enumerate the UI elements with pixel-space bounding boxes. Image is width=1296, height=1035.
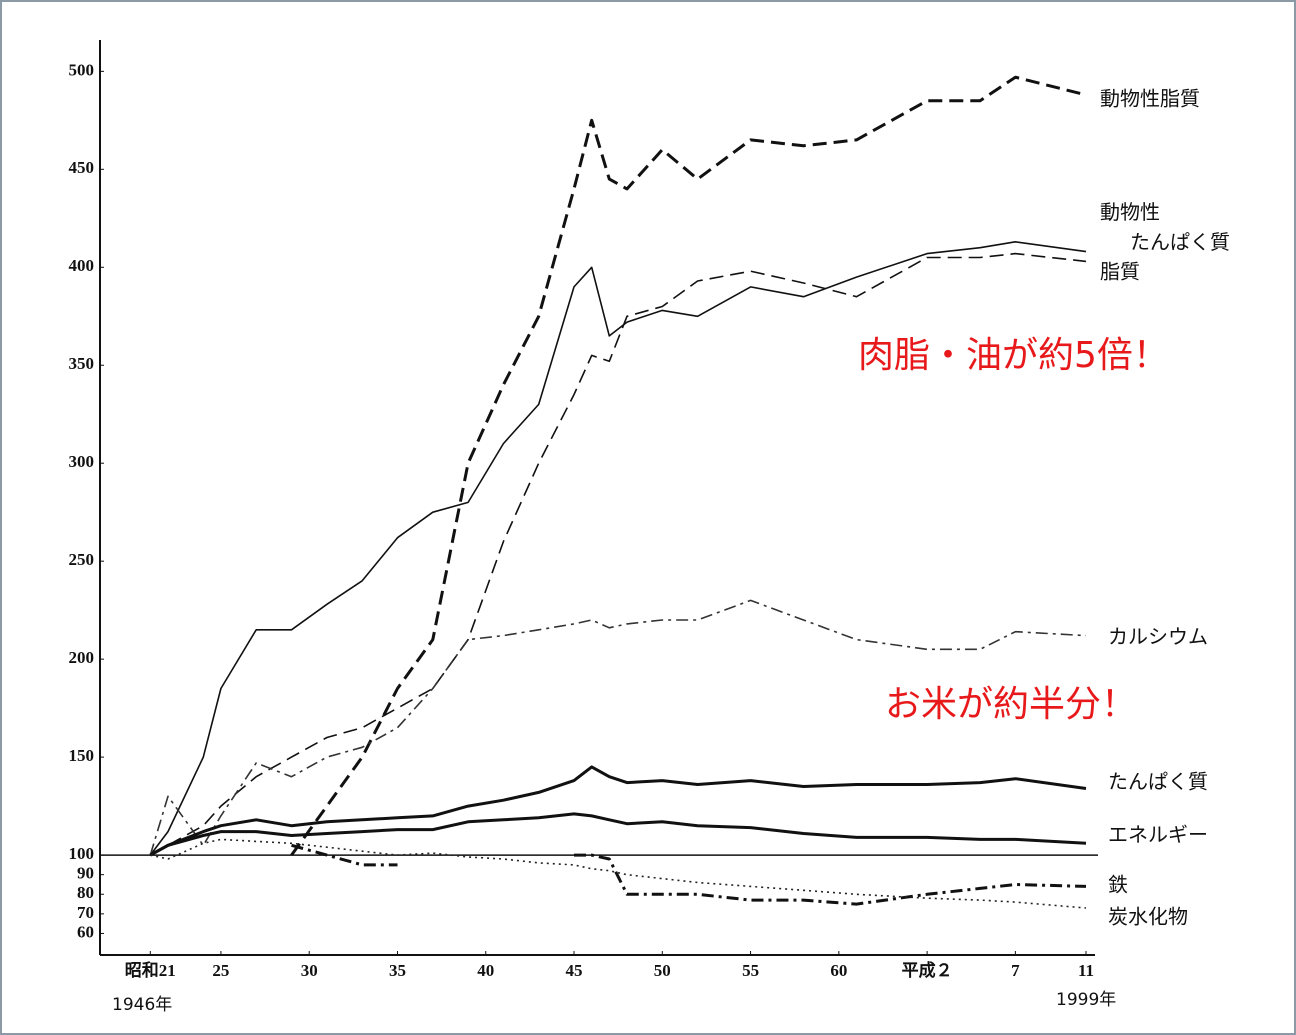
series-line [149, 812, 1087, 857]
series-line [290, 75, 1087, 856]
x-note: 1999年 [1056, 990, 1116, 1010]
annotation: お米が約半分！ [885, 684, 1137, 725]
series-line [149, 765, 1087, 857]
x-tick-label: 25 [212, 961, 229, 980]
x-tick-label: 平成２ [902, 960, 953, 980]
legend-label: 炭水化物 [1108, 905, 1188, 929]
y-tick-label: 100 [69, 844, 95, 863]
x-tick-label: 50 [654, 961, 671, 980]
y-tick-label: 60 [77, 922, 94, 941]
y-tick-label: 90 [77, 864, 94, 883]
series-line [149, 252, 1087, 856]
series-line [149, 241, 1087, 856]
y-tick-label: 350 [69, 354, 95, 373]
series-line [149, 599, 1087, 856]
y-tick-label: 500 [69, 60, 95, 79]
x-tick-label: 昭和21 [125, 961, 176, 980]
y-tick-label: 400 [69, 256, 95, 275]
y-tick-label: 250 [69, 550, 95, 569]
x-tick-label: 30 [301, 961, 318, 980]
y-tick-label: 70 [77, 903, 94, 922]
legend-label: エネルギー [1108, 823, 1208, 847]
y-tick-label: 450 [69, 158, 95, 177]
x-tick-label: 11 [1078, 961, 1094, 980]
y-tick-label: 200 [69, 648, 95, 667]
y-tick-label: 80 [77, 883, 94, 902]
y-tick-label: 300 [69, 452, 95, 471]
series-line [291, 843, 1087, 906]
legend-label: 動物性たんぱく質 [1100, 200, 1230, 254]
legend-label: カルシウム [1108, 625, 1208, 649]
x-tick-label: 45 [566, 961, 583, 980]
annotation: 肉脂・油が約5倍！ [858, 335, 1169, 376]
x-tick-label: 7 [1011, 961, 1020, 980]
x-note: 1946年 [112, 995, 172, 1015]
x-tick-label: 40 [477, 961, 494, 980]
legend-label: 動物性脂質 [1100, 87, 1200, 111]
legend-label: 脂質 [1100, 260, 1140, 284]
x-tick-label: 55 [742, 961, 759, 980]
y-tick-label: 150 [69, 746, 95, 765]
legend-label: 鉄 [1108, 873, 1128, 897]
legend-label: たんぱく質 [1108, 770, 1208, 794]
x-tick-label: 60 [830, 961, 847, 980]
x-tick-label: 35 [389, 961, 406, 980]
